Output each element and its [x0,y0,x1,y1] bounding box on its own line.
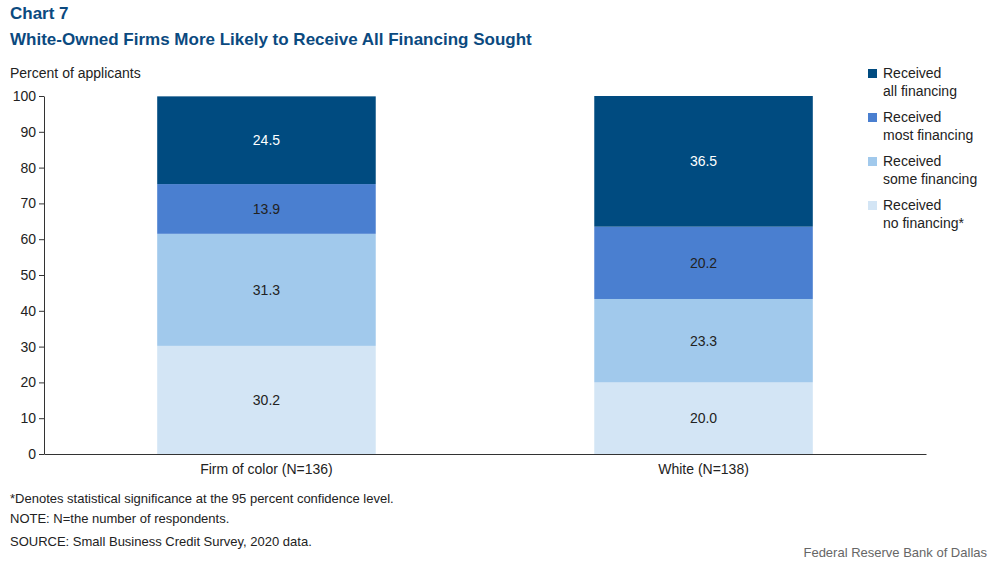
data-label: 20.0 [690,410,717,426]
data-label: 36.5 [690,153,717,169]
legend-swatch [868,201,877,210]
y-tick-label: 0 [28,446,36,462]
legend-label: Receivedall financing [883,65,957,99]
y-tick-label: 30 [20,339,36,355]
x-axis-line [45,454,927,455]
y-tick-mark [39,382,44,383]
y-tick: 70 [20,195,44,211]
y-tick-mark [39,347,44,348]
x-tick-label: White (N=138) [658,461,749,477]
bar-segment [157,346,376,454]
y-tick-label: 50 [20,267,36,283]
y-tick: 40 [20,303,44,319]
y-tick-mark [39,311,44,312]
legend-label: Receivedno financing* [883,197,965,231]
title: White-Owned Firms More Likely to Receive… [10,30,532,49]
bar-segment [594,382,813,454]
bar-segment [157,234,376,346]
y-tick-mark [39,168,44,169]
y-tick: 0 [28,446,44,462]
chart-number: Chart 7 [10,4,69,23]
chart: Chart 7 White-Owned Firms More Likely to … [0,0,997,565]
y-tick-mark [39,275,44,276]
bar-segment [594,227,813,299]
bar-segment [157,184,376,234]
x-tick-label: Firm of color (N=136) [200,461,333,477]
y-tick: 50 [20,267,44,283]
y-tick-mark [39,454,44,455]
data-label: 30.2 [253,392,280,408]
legend-swatch [868,157,877,166]
legend-swatch [868,113,877,122]
x-tick: White (N=138) [658,454,749,477]
data-labels: 30.2 20.0 31.3 23.3 13.9 20.2 24.5 36.5 [253,132,718,426]
data-label: 23.3 [690,333,717,349]
bar-segment [594,96,813,227]
y-tick-label: 90 [20,124,36,140]
x-axis: Firm of color (N=136) White (N=138) [45,454,927,477]
x-tick: Firm of color (N=136) [200,454,333,477]
y-tick-label: 60 [20,231,36,247]
legend: Receivedno financing* Receivedsome financ… [868,65,977,231]
y-tick: 90 [20,124,44,140]
y-tick-label: 70 [20,195,36,211]
data-label: 13.9 [253,201,280,217]
y-tick: 60 [20,231,44,247]
y-axis: 0 10 20 30 40 50 60 70 80 90 100 [13,88,45,462]
y-tick-label: 100 [13,88,37,104]
legend-label: Receivedsome financing [883,153,977,187]
data-label: 31.3 [253,282,280,298]
credit: Federal Reserve Bank of Dallas [803,545,987,560]
note: SOURCE: Small Business Credit Survey, 20… [10,534,312,549]
y-axis-label: Percent of applicants [10,65,141,81]
note: *Denotes statistical significance at the… [10,491,394,506]
y-axis-line [44,97,45,455]
bar-segment [594,299,813,382]
y-tick-label: 80 [20,160,36,176]
y-tick: 80 [20,160,44,176]
legend-label: Receivedmost financing [883,109,973,143]
bars [157,96,813,454]
y-tick: 20 [20,374,44,390]
note: NOTE: N=the number of respondents. [10,511,229,526]
bar-segment [157,96,376,184]
y-tick-mark [39,239,44,240]
y-tick-mark [39,203,44,204]
y-tick-mark [39,418,44,419]
y-tick-mark [39,96,44,97]
y-tick-label: 40 [20,303,36,319]
legend-swatch [868,69,877,78]
y-tick-label: 10 [20,410,36,426]
y-tick: 100 [13,88,44,104]
data-label: 24.5 [253,132,280,148]
y-tick-mark [39,132,44,133]
data-label: 20.2 [690,255,717,271]
y-tick: 10 [20,410,44,426]
y-tick: 30 [20,339,44,355]
y-tick-label: 20 [20,374,36,390]
